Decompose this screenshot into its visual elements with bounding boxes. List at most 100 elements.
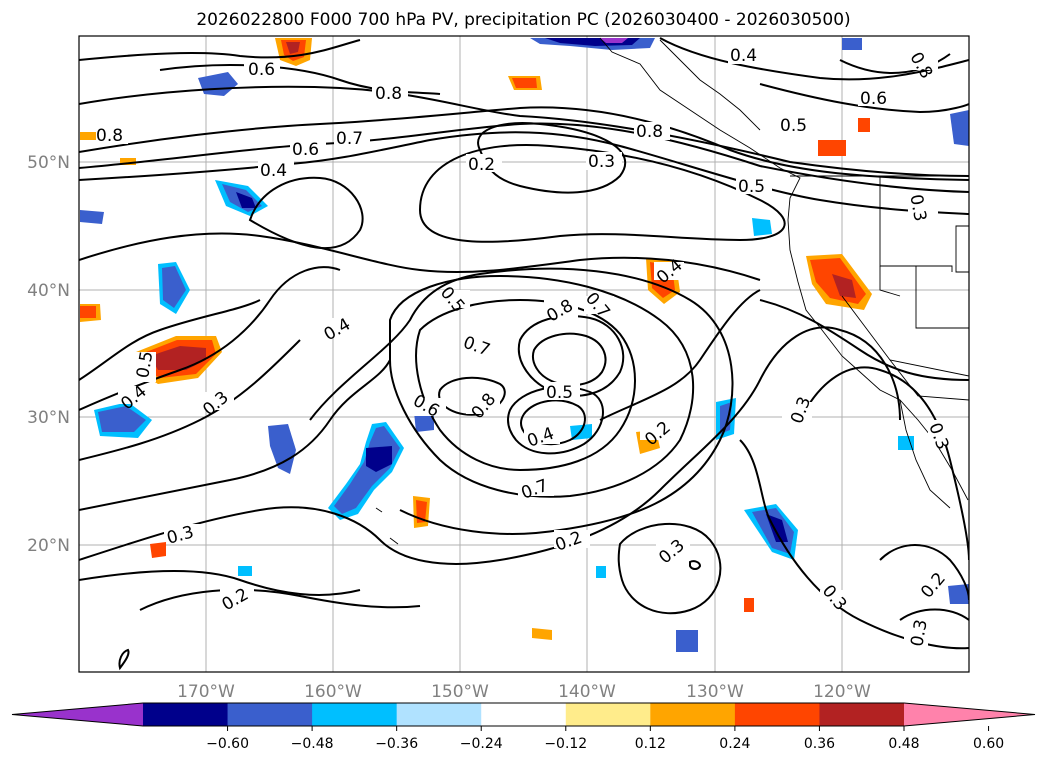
- pv-contour-0.8: [532, 332, 607, 387]
- colorbar-tick-label: −0.48: [291, 736, 334, 752]
- colorbar-tick-label: 0.24: [719, 736, 750, 752]
- colorbar-segment: [312, 703, 398, 726]
- contour-label-bg: [778, 116, 814, 134]
- contour-label-bg: [928, 420, 954, 446]
- contour-label-bg: [518, 478, 554, 496]
- colorbar-segment: [143, 703, 229, 726]
- contour-label: 0.5: [133, 350, 157, 380]
- pv-contour-0.3: [79, 339, 301, 461]
- pv-contour-0.3: [617, 522, 722, 615]
- precip-positive-max: [150, 346, 206, 370]
- contour-label: 0.8: [636, 122, 663, 142]
- precip-negative-patch: [948, 584, 969, 604]
- contour-label-bg: [466, 396, 500, 414]
- precip-negative-max: [600, 38, 628, 43]
- pv-contour-0.2: [79, 569, 361, 596]
- pv-contour-0.5: [79, 299, 261, 381]
- colorbar: −0.60 −0.48 −0.36 −0.24 −0.12 0.12 0.24 0.36 0.4…: [11, 702, 1036, 752]
- lat-label-30n: 30°N: [27, 408, 70, 428]
- contour-label: 0.5: [738, 177, 765, 197]
- contour-label-bg: [290, 140, 326, 158]
- contour-label: 0.7: [336, 129, 363, 149]
- lon-label-130w: 130°W: [686, 682, 744, 702]
- precip-negative-core: [236, 192, 256, 208]
- contour-label-bg: [466, 154, 502, 172]
- pv-contours: [79, 37, 969, 671]
- contour-label: 0.6: [292, 140, 319, 160]
- pv-contour-0.6: [79, 39, 361, 61]
- contour-label-bg: [640, 422, 674, 440]
- contour-label-bg: [244, 60, 280, 78]
- lon-label-120w: 120°W: [813, 682, 871, 702]
- contour-label-bg: [220, 588, 254, 606]
- lon-label-150w: 150°W: [431, 682, 489, 702]
- precip-negative-patch: [842, 38, 862, 50]
- pv-contour-0.4: [520, 399, 586, 446]
- contour-label-bg: [908, 52, 938, 70]
- contour-label: 0.6: [248, 60, 275, 80]
- colorbar-extend-min: [12, 703, 143, 726]
- baja-coastline: [899, 399, 951, 509]
- precip-positive-max: [286, 42, 300, 54]
- colorbar-segment: [565, 703, 651, 726]
- contour-label-bg: [728, 46, 764, 64]
- precip-negative-patch: [596, 566, 606, 578]
- colorbar-segment: [819, 703, 905, 726]
- colorbar-segment: [650, 703, 736, 726]
- contour-label-bg: [736, 176, 772, 194]
- precip-negative-patch: [238, 566, 252, 576]
- contour-label-bg: [820, 590, 854, 608]
- lon-label-160w: 160°W: [304, 682, 362, 702]
- contour-label-bg: [200, 392, 234, 410]
- contour-label: 0.8: [96, 126, 123, 146]
- precip-negative-core: [366, 446, 392, 472]
- pv-contour-0.4: [309, 267, 734, 535]
- colorbar-tick-label: 0.12: [635, 736, 666, 752]
- colorbar-tick-label: 0.36: [804, 736, 835, 752]
- pv-contour-0.3: [79, 359, 391, 511]
- contour-label-bg: [656, 540, 690, 558]
- us-mexico-border: [889, 359, 969, 401]
- precip-negative-patch: [80, 210, 104, 224]
- contour-label-bg: [132, 352, 156, 382]
- precip-positive-max: [832, 274, 856, 298]
- contour-label-bg: [334, 128, 370, 146]
- contour-label-bg: [916, 574, 946, 594]
- colorbar-segment: [227, 703, 313, 726]
- contour-label-bg: [164, 524, 200, 542]
- contour-label: 0.8: [375, 84, 402, 104]
- colorbar-tick-label: 0.60: [973, 736, 1004, 752]
- lat-label-50n: 50°N: [27, 153, 70, 173]
- colorbar-tick-label: −0.24: [460, 736, 503, 752]
- contour-label-bg: [858, 88, 894, 106]
- colorbar-segment: [396, 703, 482, 726]
- contour-label: 0.6: [860, 89, 887, 109]
- lat-label-20n: 20°N: [27, 536, 70, 556]
- precip-negative-patch: [950, 110, 969, 146]
- contour-label-bg: [908, 196, 938, 214]
- colorbar-outline: [11, 702, 1036, 727]
- lon-label-140w: 140°W: [558, 682, 616, 702]
- contour-label-bg: [440, 290, 470, 308]
- contour-label-bg: [524, 426, 560, 444]
- contour-label: 0.3: [907, 618, 931, 648]
- contour-label-bg: [118, 386, 152, 404]
- contour-label-bg: [544, 300, 578, 318]
- precip-positive-patch: [858, 118, 870, 132]
- precip-positive-patch: [818, 140, 846, 156]
- north-america-coastline: [599, 37, 969, 501]
- precip-negative-patch: [676, 630, 698, 652]
- precip-negative-patch: [268, 424, 296, 474]
- pv-contour-0.7: [79, 106, 969, 181]
- colorbar-tick-label: 0.48: [888, 736, 919, 752]
- contour-label-bg: [462, 336, 496, 354]
- contour-label-bg: [322, 318, 356, 336]
- precip-negative-patch: [162, 266, 186, 308]
- precip-negative-patch: [898, 436, 914, 450]
- pv-contour-0.8: [79, 85, 969, 177]
- pv-contour-0.7: [438, 376, 506, 416]
- colorbar-extend-max: [904, 703, 1035, 726]
- alaska-panhandle-coast: [659, 39, 761, 131]
- pv-contour-0.6: [759, 83, 969, 114]
- precip-positive-core: [512, 78, 537, 88]
